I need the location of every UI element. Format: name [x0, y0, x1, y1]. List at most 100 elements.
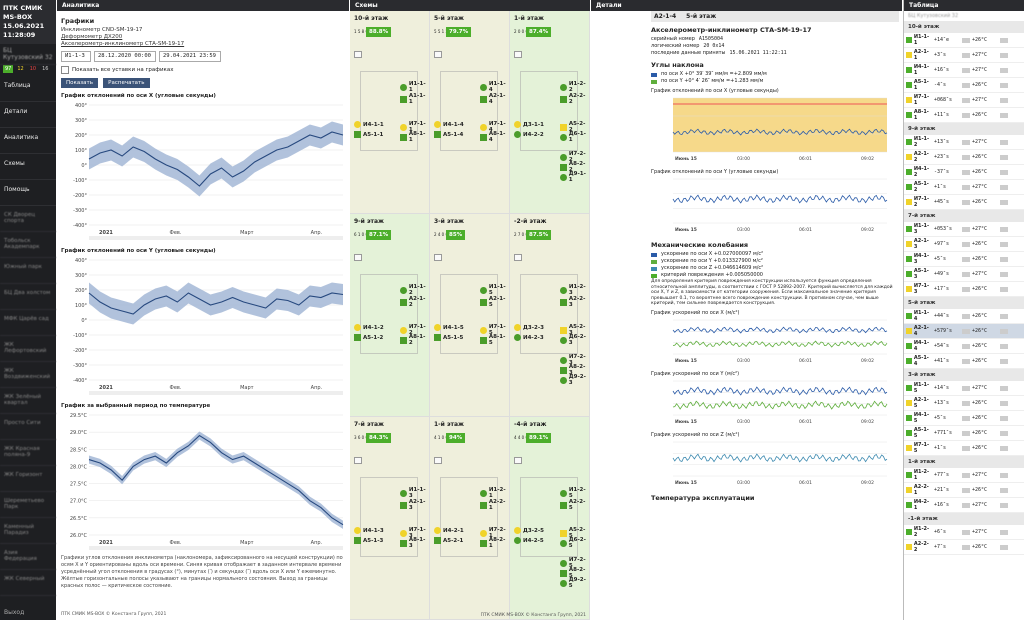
sensor-marker[interactable]: И7-2-2	[560, 151, 589, 163]
logout-link[interactable]: Выход	[4, 609, 25, 616]
sensor-marker[interactable]: А5-2-1	[434, 537, 463, 544]
sensor-marker[interactable]: Д3-2-3	[514, 324, 544, 331]
sensor-marker[interactable]: А8-2-1	[480, 537, 509, 549]
sensor-marker[interactable]: А5-1-5	[434, 334, 463, 341]
date-to-input[interactable]: 29.04.2021 23:59	[159, 51, 221, 62]
sensor-marker[interactable]: А5-1-2	[354, 334, 383, 341]
object-item[interactable]: ЖК Северный	[0, 570, 56, 596]
floor-cell[interactable]: 1-й этаж 2 0 0 0 87.4% И1-2-2 А2-2-2 Д3-1-…	[510, 11, 590, 214]
plan-icon[interactable]	[514, 254, 522, 261]
floor-cell[interactable]: 5-й этаж 5 5 1 2 79.7% И1-1-4 А2-1-4 И4-1-…	[430, 11, 510, 214]
sensor-select[interactable]: И1-1-3	[61, 51, 91, 62]
table-row[interactable]: А2-1-1 +3″s +27°C	[904, 48, 1024, 63]
link-deformometer[interactable]: Деформометр ДХ200	[61, 34, 123, 40]
sensor-marker[interactable]: А8-1-5	[480, 334, 509, 346]
table-row[interactable]: И1-1-5 +14″s +27°C	[904, 381, 1024, 396]
sensor-marker[interactable]: И7-1-5	[480, 324, 509, 336]
floor-cell[interactable]: 1-й этаж 4 1 0 0 94% И1-2-1 А2-2-1 И4-2-1 А…	[430, 417, 510, 620]
table-row[interactable]: А2-1-5 +13″s +26°C	[904, 396, 1024, 411]
floor-cell[interactable]: 9-й этаж 6 1 0 0 87.1% И1-1-2 А2-1-2 И4-1-…	[350, 214, 430, 417]
object-item[interactable]: Просто Сити	[0, 414, 56, 440]
nav-item-1[interactable]: Детали	[0, 102, 56, 128]
object-item[interactable]: Тобольск Академпарк	[0, 232, 56, 258]
object-item[interactable]: ЖК Красная поляна-9	[0, 440, 56, 466]
table-row[interactable]: А2-1-4 +579″s +26°C	[904, 324, 1024, 339]
checkbox-box[interactable]	[61, 66, 69, 74]
sensor-marker[interactable]: И4-1-2	[354, 324, 384, 331]
sensor-marker[interactable]: А2-1-2	[400, 296, 429, 308]
sensor-marker[interactable]: А5-1-1	[354, 131, 383, 138]
sensor-marker[interactable]: А5-2-5	[560, 527, 589, 539]
sensor-marker[interactable]: И1-2-3	[560, 284, 589, 296]
sensor-marker[interactable]: А2-2-5	[560, 499, 589, 511]
floor-cell[interactable]: -2-й этаж 2 7 0 0 87.5% И1-2-3 А2-2-3 Д3-2…	[510, 214, 590, 417]
sensor-marker[interactable]: И1-1-2	[400, 284, 429, 296]
sensor-marker[interactable]: Д9-2-5	[560, 577, 589, 589]
table-row[interactable]: А5-1-2 +1″s +27°C	[904, 180, 1024, 195]
sensor-marker[interactable]: А5-2-3	[560, 324, 589, 336]
plan-icon[interactable]	[514, 51, 522, 58]
sensor-marker[interactable]: А8-1-3	[400, 537, 429, 549]
nav-item-0[interactable]: Таблица	[0, 76, 56, 102]
plan-icon[interactable]	[514, 457, 522, 464]
sensor-marker[interactable]: И4-1-4	[434, 121, 464, 128]
sensor-marker[interactable]: Д6-1-1	[560, 131, 589, 143]
sensor-marker[interactable]: И1-2-5	[560, 487, 589, 499]
floor-cell[interactable]: -4-й этаж 4 4 0 0 89.1% И1-2-5 А2-2-5 Д3-2…	[510, 417, 590, 620]
object-item[interactable]: МФК Царёв сад	[0, 310, 56, 336]
sensor-marker[interactable]: Д3-1-1	[514, 121, 544, 128]
nav-item-2[interactable]: Аналитика	[0, 128, 56, 154]
table-row[interactable]: И1-2-2 +6″s +27°C	[904, 525, 1024, 540]
sensor-marker[interactable]: И1-1-3	[400, 487, 429, 499]
table-row[interactable]: И4-1-1 +16″s +27°C	[904, 63, 1024, 78]
sensor-marker[interactable]: А8-1-2	[400, 334, 429, 346]
range-scrollbar[interactable]	[89, 236, 343, 240]
sensor-marker[interactable]: И7-1-1	[400, 121, 429, 133]
table-row[interactable]: И1-1-1 +14″e +26°C	[904, 33, 1024, 48]
object-item[interactable]: ЖК Воздвиженский	[0, 362, 56, 388]
object-item[interactable]: ЖК Лефортовский	[0, 336, 56, 362]
nav-item-3[interactable]: Схемы	[0, 154, 56, 180]
sensor-marker[interactable]: И4-2-1	[434, 527, 464, 534]
nav-item-4[interactable]: Помощь	[0, 180, 56, 206]
sensor-marker[interactable]: И7-1-2	[400, 324, 429, 336]
table-row[interactable]: А5-1-4 +41″s +26°C	[904, 354, 1024, 369]
sensor-marker[interactable]: А8-2-5	[560, 567, 589, 579]
table-row[interactable]: И7-1-3 +17″s +26°C	[904, 282, 1024, 297]
table-row[interactable]: И1-1-2 +13″s +27°C	[904, 135, 1024, 150]
sensor-marker[interactable]: И4-2-3	[514, 334, 544, 341]
table-row[interactable]: И1-1-3 +053″s +27°C	[904, 222, 1024, 237]
sensor-marker[interactable]: И4-1-5	[434, 324, 464, 331]
plan-icon[interactable]	[354, 457, 362, 464]
sensor-marker[interactable]: А8-2-2	[560, 161, 589, 173]
table-row[interactable]: И4-1-5 +5″s +26°C	[904, 411, 1024, 426]
sensor-marker[interactable]: И1-1-1	[400, 81, 429, 93]
range-scrollbar[interactable]	[89, 546, 343, 550]
floor-cell[interactable]: 7-й этаж 3 6 0 0 84.3% И1-1-3 А2-1-3 И4-1-…	[350, 417, 430, 620]
sensor-marker[interactable]: Д9-1-1	[560, 171, 589, 183]
show-button[interactable]: Показать	[61, 78, 98, 88]
print-button[interactable]: Распечатать	[103, 78, 150, 88]
sensor-marker[interactable]: Д9-2-3	[560, 374, 589, 386]
plan-icon[interactable]	[434, 457, 442, 464]
sensor-marker[interactable]: Д6-2-3	[560, 334, 589, 346]
table-row[interactable]: И4-2-1 +16″s +27°C	[904, 498, 1024, 513]
sensor-marker[interactable]: А8-1-1	[400, 131, 429, 143]
sensor-marker[interactable]: А2-1-5	[480, 296, 509, 308]
object-item[interactable]: Шереметьево Парк	[0, 492, 56, 518]
table-row[interactable]: И4-1-4 +54″s +26°C	[904, 339, 1024, 354]
table-row[interactable]: А5-1-3 +49″s +27°C	[904, 267, 1024, 282]
sensor-marker[interactable]: А5-1-4	[434, 131, 463, 138]
sensor-marker[interactable]: И1-1-4	[480, 81, 509, 93]
object-item[interactable]: ЖК Зелёный квартал	[0, 388, 56, 414]
table-row[interactable]: И7-1-2 +45″s +26°C	[904, 195, 1024, 210]
object-item[interactable]: Каменный Парадиз	[0, 518, 56, 544]
sensor-marker[interactable]: А2-2-1	[480, 499, 509, 511]
table-row[interactable]: А5-1-5 +771″s +26°C	[904, 426, 1024, 441]
sensor-marker[interactable]: А1-1-1	[400, 93, 429, 105]
object-item[interactable]: БЦ Два холстом	[0, 284, 56, 310]
table-row[interactable]: А2-1-2 +23″s +26°C	[904, 150, 1024, 165]
floor-cell[interactable]: 3-й этаж 2 4 0 0 85% И1-1-5 А2-1-5 И4-1-5 А…	[430, 214, 510, 417]
sensor-marker[interactable]: А5-2-2	[560, 121, 589, 133]
sensor-marker[interactable]: И1-2-1	[480, 487, 509, 499]
